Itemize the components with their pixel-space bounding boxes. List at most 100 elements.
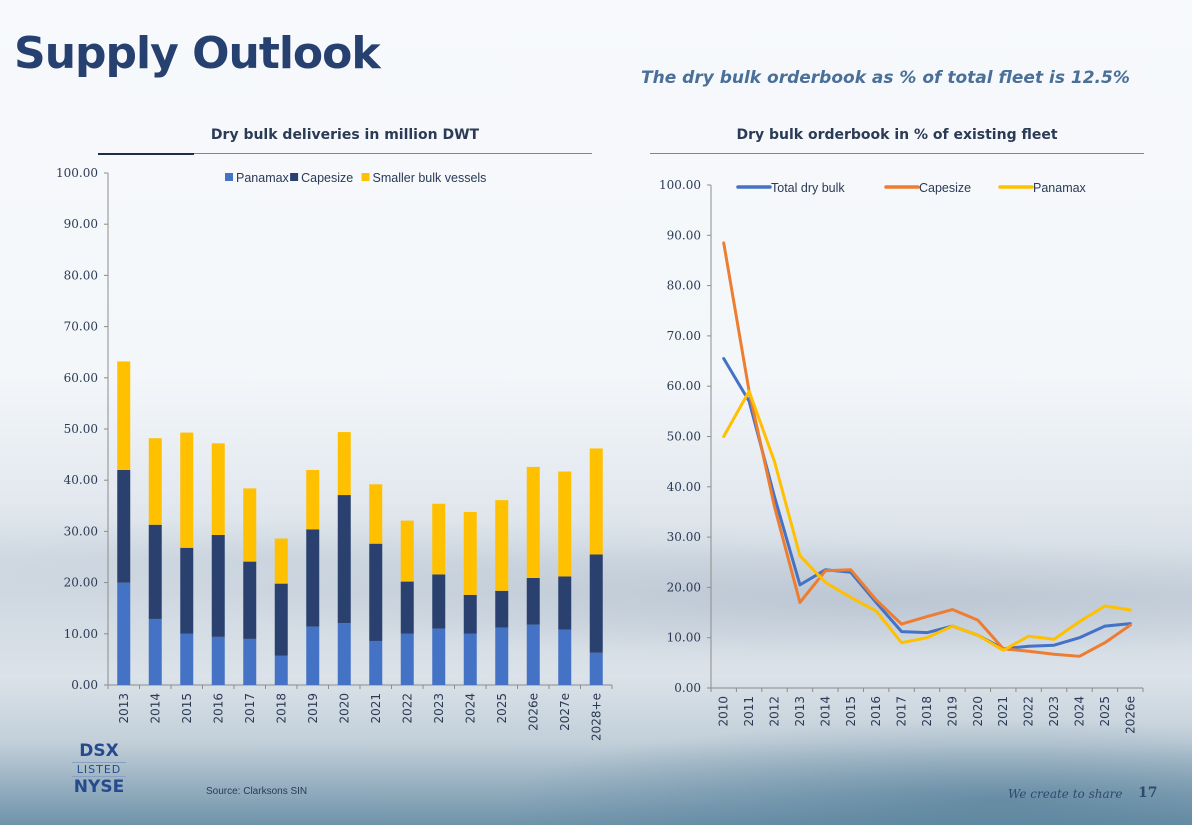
bar-x-label: 2013	[117, 693, 131, 724]
legend-swatch-capesize	[290, 173, 299, 181]
bar-smaller-bulk-vessels-2021	[369, 484, 383, 544]
bar-x-label: 2016	[211, 693, 225, 724]
line-x-label: 2011	[742, 696, 756, 727]
bar-x-label: 2028+e	[589, 693, 603, 741]
bar-y-tick-label: 90.00	[64, 217, 98, 231]
bar-capesize-2028-e	[589, 554, 603, 653]
bar-y-tick-label: 20.00	[64, 576, 98, 590]
bar-y-tick-label: 80.00	[64, 268, 98, 282]
line-y-tick-label: 0.00	[674, 681, 701, 695]
bar-panamax-2021	[369, 640, 383, 685]
line-x-label: 2010	[717, 696, 731, 727]
bar-y-tick-label: 50.00	[64, 422, 98, 436]
bar-panamax-2022	[400, 633, 414, 685]
bar-chart-title: Dry bulk deliveries in million DWT	[210, 127, 480, 143]
line-x-label: 2016	[869, 696, 883, 727]
bar-capesize-2025	[495, 590, 509, 628]
bar-x-label: 2022	[400, 693, 414, 724]
bar-panamax-2028-e	[589, 652, 603, 685]
bar-x-label: 2018	[274, 693, 288, 724]
line-x-label: 2021	[996, 696, 1010, 727]
line-x-label: 2013	[793, 696, 807, 727]
legend-label-panamax: Panamax	[236, 171, 290, 185]
bar-panamax-2016	[211, 636, 225, 685]
line-x-label: 2017	[895, 696, 909, 727]
bar-smaller-bulk-vessels-2013	[117, 361, 131, 470]
bar-smaller-bulk-vessels-2020	[337, 432, 351, 496]
line-y-tick-label: 20.00	[667, 580, 701, 594]
line-y-tick-label: 90.00	[667, 228, 701, 242]
bar-y-tick-label: 40.00	[64, 473, 98, 487]
line-y-tick-label: 10.00	[667, 631, 701, 645]
bar-smaller-bulk-vessels-2017	[243, 488, 257, 562]
line-x-label: 2026e	[1123, 696, 1137, 734]
line-x-label: 2023	[1047, 696, 1061, 727]
bar-panamax-2018	[274, 655, 288, 685]
line-chart: Total dry bulk Capesize Panamax 0.00 10.00 2…	[659, 178, 1144, 734]
bar-capesize-2027e	[558, 576, 572, 630]
line-y-tick-label: 80.00	[667, 279, 701, 293]
bar-capesize-2020	[337, 495, 351, 624]
bar-y-tick-label: 100.00	[56, 166, 98, 180]
source-note: Source: Clarksons SIN	[206, 786, 308, 797]
logo-listed: LISTED	[72, 762, 126, 777]
bar-smaller-bulk-vessels-2028-e	[589, 448, 603, 555]
bar-x-label: 2027e	[558, 693, 572, 731]
bar-y-tick-label: 30.00	[64, 524, 98, 538]
bar-panamax-2027e	[558, 629, 572, 685]
line-y-tick-label: 100.00	[659, 178, 701, 192]
bar-panamax-2025	[495, 627, 509, 685]
bar-y-tick-label: 60.00	[64, 371, 98, 385]
line-y-tick-label: 50.00	[667, 430, 701, 444]
line-x-label: 2018	[920, 696, 934, 727]
bar-panamax-2015	[180, 633, 194, 685]
line-y-tick-label: 30.00	[667, 530, 701, 544]
bar-panamax-2020	[337, 623, 351, 685]
bar-smaller-bulk-vessels-2027e	[558, 471, 572, 577]
bar-smaller-bulk-vessels-2018	[274, 538, 288, 584]
bar-x-label: 2020	[337, 693, 351, 724]
bar-chart: Panamax Capesize Smaller bulk vessels 0.00…	[56, 166, 613, 741]
line-x-label: 2025	[1098, 696, 1112, 727]
line-x-label: 2014	[818, 696, 832, 727]
bar-capesize-2013	[117, 469, 131, 583]
bar-chart-title-accent	[98, 153, 194, 155]
bar-x-label: 2014	[148, 693, 162, 724]
line-x-label: 2012	[768, 696, 782, 727]
bar-smaller-bulk-vessels-2015	[180, 432, 194, 548]
bar-smaller-bulk-vessels-2016	[211, 443, 225, 535]
bar-capesize-2021	[369, 543, 383, 641]
line-x-label: 2019	[945, 696, 959, 727]
bar-x-label: 2019	[306, 693, 320, 724]
bar-x-label: 2021	[369, 693, 383, 724]
bar-panamax-2023	[432, 628, 446, 685]
legend-swatch-panamax	[225, 173, 233, 181]
bar-chart-legend: Panamax Capesize Smaller bulk vessels	[225, 171, 486, 185]
bar-smaller-bulk-vessels-2023	[432, 503, 446, 575]
bar-capesize-2016	[211, 534, 225, 637]
bar-smaller-bulk-vessels-2019	[306, 469, 320, 530]
bar-capesize-2018	[274, 583, 288, 656]
line-series-capesize	[722, 241, 1132, 658]
bar-x-label: 2024	[463, 693, 477, 724]
footer-tagline: We create to share	[1008, 787, 1123, 801]
bar-panamax-2014	[148, 618, 162, 685]
page-title: Supply Outlook	[14, 28, 381, 79]
legend-swatch-smaller-bulk-vessels	[361, 173, 370, 181]
legend-label-capesize: Capesize	[919, 181, 971, 195]
bar-x-label: 2023	[432, 693, 446, 724]
bar-capesize-2024	[463, 594, 477, 634]
line-chart-title-rule	[650, 153, 1144, 154]
legend-label-total-dry-bulk: Total dry bulk	[771, 181, 845, 195]
bar-y-tick-label: 0.00	[71, 678, 98, 692]
bar-capesize-2023	[432, 574, 446, 629]
line-x-label: 2020	[971, 696, 985, 727]
logo-nyse: NYSE	[73, 777, 125, 797]
logo-dsx: DSX	[79, 741, 119, 761]
bar-panamax-2026e	[526, 624, 540, 685]
bar-y-tick-label: 10.00	[64, 627, 98, 641]
bar-x-label: 2025	[495, 693, 509, 724]
legend-label-capesize: Capesize	[301, 171, 353, 185]
line-y-tick-label: 60.00	[667, 379, 701, 393]
bar-panamax-2024	[463, 633, 477, 685]
